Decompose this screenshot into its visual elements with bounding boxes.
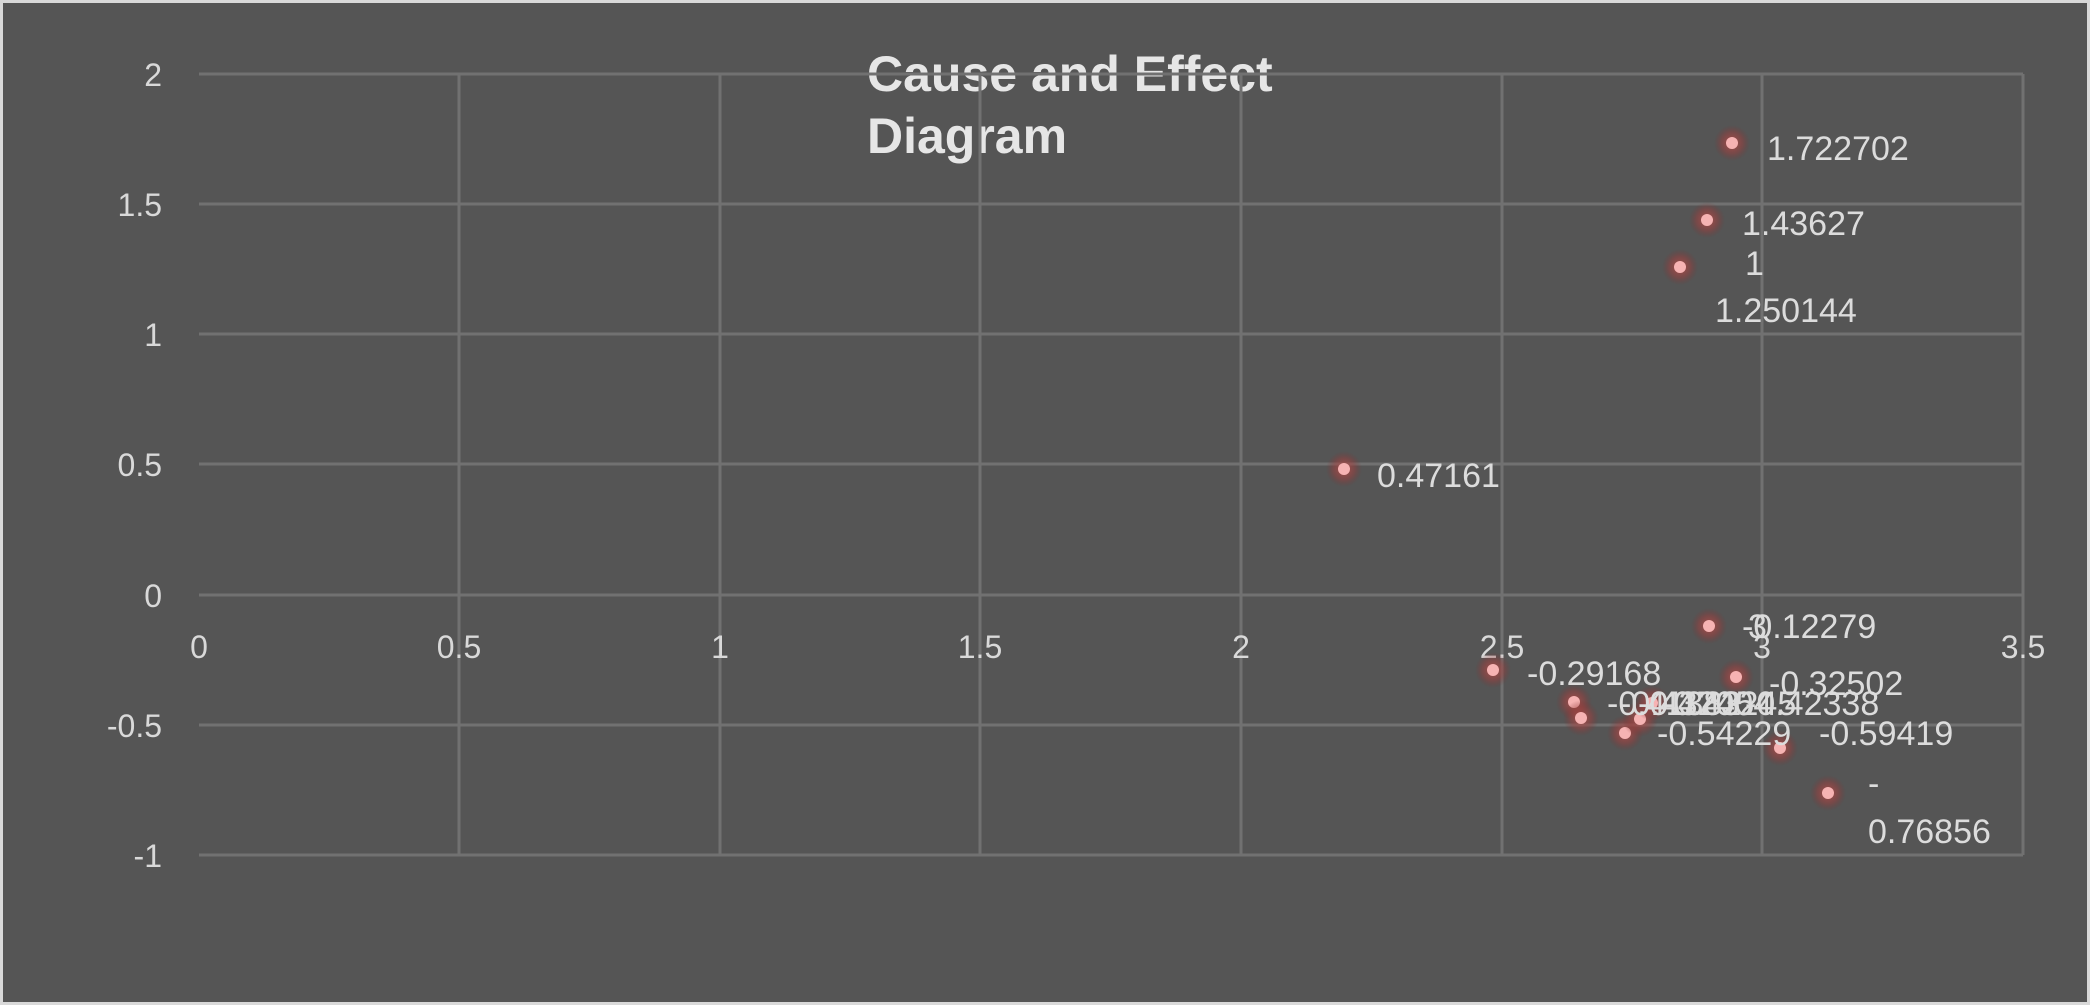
data-label: 1.43627	[1742, 205, 1865, 243]
data-label: -0.32502	[1769, 665, 1903, 703]
horizontal-gridlines	[199, 72, 2023, 857]
x-tick: 2	[1232, 629, 1250, 665]
y-tick: 1.5	[118, 187, 162, 223]
data-label: 0.76856	[1868, 813, 1991, 851]
data-label: 0.47161	[1377, 457, 1500, 495]
y-tick: 0	[144, 578, 162, 614]
data-label: -	[1868, 765, 1879, 803]
data-label: -0.29168	[1527, 655, 1661, 693]
data-points	[1326, 125, 1846, 811]
data-point[interactable]	[1475, 652, 1511, 688]
y-tick: 2	[144, 57, 162, 93]
data-labels: 0.47161 -0.29168 -0.41382 -0.43245 -0.47…	[1377, 130, 1991, 851]
y-tick: -1	[134, 838, 162, 874]
data-label: 1	[1745, 245, 1764, 283]
data-label: -0.42338	[1745, 685, 1879, 723]
data-point[interactable]	[1689, 202, 1725, 238]
y-tick: -0.5	[107, 708, 162, 744]
x-tick: 0.5	[437, 629, 481, 665]
data-label: -0.59419	[1819, 715, 1953, 753]
data-point[interactable]	[1563, 700, 1599, 736]
data-point[interactable]	[1718, 659, 1754, 695]
data-label: 1.250144	[1715, 292, 1857, 330]
data-label: -0.43245	[1620, 685, 1754, 723]
data-point[interactable]	[1810, 775, 1846, 811]
y-tick: 1	[144, 317, 162, 353]
data-point[interactable]	[1714, 125, 1750, 161]
x-tick: 3	[1753, 629, 1771, 665]
chart-area: Cause and Effect Diagram	[3, 3, 2087, 1002]
chart-title-line-2: Diagram	[867, 108, 1068, 164]
x-tick: 3.5	[2001, 629, 2045, 665]
x-tick: 0	[190, 629, 208, 665]
data-label: -0.12279	[1742, 608, 1876, 646]
x-tick: 1.5	[958, 629, 1002, 665]
y-axis-labels: 2 1.5 1 0.5 0 -0.5 -1	[107, 57, 162, 874]
data-label: -0.47004	[1638, 685, 1772, 723]
y-tick: 0.5	[118, 447, 162, 483]
x-tick: 1	[711, 629, 729, 665]
x-axis-labels: 0 0.5 1 1.5 2 2.5 3 3.5	[190, 629, 2045, 665]
data-point[interactable]	[1691, 608, 1727, 644]
data-label: -0.41382	[1607, 685, 1741, 723]
vertical-gridlines	[457, 74, 2025, 855]
data-label: 3	[1748, 608, 1767, 646]
data-label: -0.43245	[1662, 685, 1796, 723]
data-point[interactable]	[1662, 249, 1698, 285]
data-label: -0.54229	[1657, 715, 1791, 753]
data-point[interactable]	[1326, 451, 1362, 487]
data-label: 1.722702	[1767, 130, 1909, 168]
data-point[interactable]	[1634, 685, 1670, 721]
data-point[interactable]	[1762, 730, 1798, 766]
